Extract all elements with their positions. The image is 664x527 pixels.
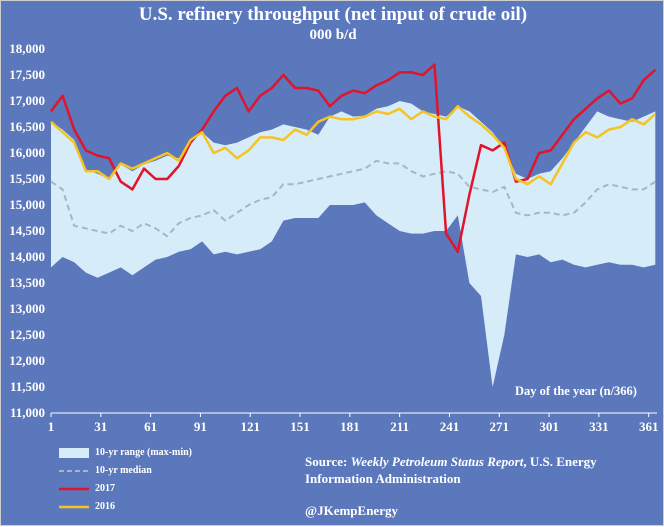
- y-tick-label: 13,500: [9, 275, 45, 290]
- y-tick-label: 11,000: [10, 405, 45, 420]
- source-suffix: , U.S. Energy Information Administration: [305, 454, 597, 486]
- y-tick-label: 13,000: [9, 301, 45, 316]
- legend-swatch-median: [59, 465, 89, 477]
- x-tick-label: 1: [48, 419, 55, 434]
- source-report-name: Weekly Petroleum Status Report: [350, 454, 524, 469]
- y-tick-label: 16,500: [9, 119, 45, 134]
- median-line-layer: [50, 159, 656, 238]
- y-tick-label: 15,500: [9, 171, 45, 186]
- y-tick-label: 11,500: [10, 379, 45, 394]
- x-tick-label: 331: [589, 419, 609, 434]
- x-tick-label: 91: [194, 419, 207, 434]
- legend-label-range: 10-yr range (max-min): [95, 447, 193, 458]
- y-tick-label: 12,000: [9, 353, 45, 368]
- legend-symbol: [59, 505, 89, 509]
- line-2017-layer: [49, 63, 657, 254]
- y-tick-label: 17,500: [9, 67, 45, 82]
- x-tick-label: 211: [390, 419, 409, 434]
- x-tick-label: 271: [490, 419, 510, 434]
- chart-title: U.S. refinery throughput (net input of c…: [138, 4, 528, 25]
- source-note: Source: Weekly Petroleum Status Report, …: [305, 453, 645, 487]
- legend-symbol-area: [59, 448, 89, 458]
- legend-swatch-2016: [59, 501, 89, 513]
- legend-label-2017: 2017: [95, 483, 115, 494]
- x-tick-label: 181: [340, 419, 360, 434]
- range-band-area: [51, 101, 656, 387]
- x-tick-label: 301: [539, 419, 559, 434]
- range-band-layer: [51, 101, 656, 387]
- x-tick-label: 241: [440, 419, 460, 434]
- legend-symbol: [59, 448, 89, 458]
- y-tick-label: 17,000: [9, 93, 45, 108]
- y-tick-label: 14,500: [9, 223, 45, 238]
- series-2017-line: [49, 63, 657, 254]
- series-median-line: [50, 159, 656, 238]
- x-tick-label: 61: [144, 419, 157, 434]
- legend-symbol: [59, 470, 89, 472]
- chart-subtitle: 000 b/d: [309, 27, 357, 43]
- y-tick-label: 16,000: [9, 145, 45, 160]
- y-tick-label: 14,000: [9, 249, 45, 264]
- x-tick-label: 31: [94, 419, 107, 434]
- axes-layer: 11,000 11,500 12,000 12,500 13,000 13,500 14,0…: [9, 41, 658, 434]
- x-axis-label: Day of the year (n/366): [515, 384, 637, 398]
- series-2016-line: [50, 104, 657, 186]
- y-tick-label: 15,000: [9, 197, 45, 212]
- x-tick-label: 361: [639, 419, 659, 434]
- legend-label-median: 10-yr median: [95, 465, 152, 476]
- legend-symbol: [59, 487, 89, 491]
- line-2016-layer: [50, 104, 657, 186]
- legend-swatch-2017: [59, 483, 89, 495]
- author-handle: @JKempEnergy: [305, 503, 398, 518]
- legend-swatch-range: [59, 447, 89, 459]
- y-tick-label: 18,000: [9, 41, 45, 56]
- x-tick-label: 121: [240, 419, 260, 434]
- y-tick-label: 12,500: [9, 327, 45, 342]
- x-tick-label: 151: [290, 419, 310, 434]
- source-prefix: Source:: [305, 454, 351, 469]
- legend-label-2016: 2016: [95, 501, 115, 512]
